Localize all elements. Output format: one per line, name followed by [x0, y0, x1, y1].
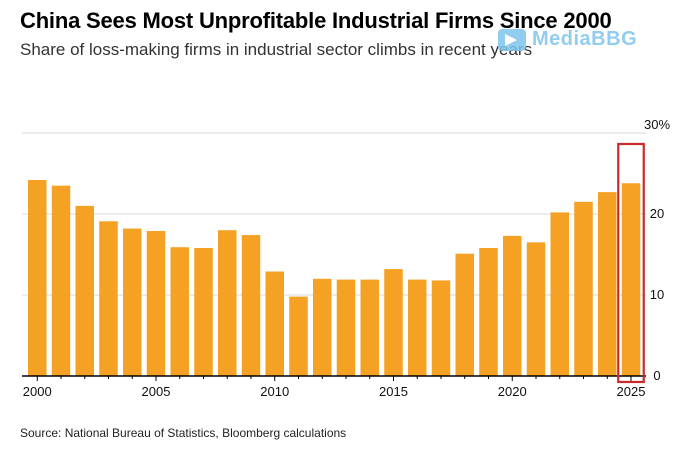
bars [28, 179, 641, 376]
bar-2024 [598, 192, 617, 376]
bar-2021 [526, 242, 546, 376]
telegram-icon [498, 28, 526, 51]
bar-2011 [289, 296, 308, 376]
y-tick-label: 0 [653, 368, 660, 383]
bar-2018 [455, 253, 474, 376]
x-tick-label: 2020 [498, 384, 527, 399]
watermark-text: MediaBBG [532, 28, 638, 50]
bar-2005 [146, 231, 166, 376]
bar-2025 [621, 183, 641, 376]
bar-2004 [123, 228, 142, 376]
bar-2020 [503, 235, 522, 376]
bar-2014 [360, 279, 379, 376]
bar-2006 [170, 247, 189, 376]
bar-2008 [218, 230, 237, 376]
x-tick-label: 2010 [260, 384, 289, 399]
x-tick-label: 2000 [23, 384, 52, 399]
bar-2013 [336, 279, 356, 376]
x-tick-label: 2025 [617, 384, 646, 399]
watermark: MediaBBG [498, 28, 637, 51]
bar-2015 [384, 269, 403, 376]
bar-2010 [265, 271, 284, 376]
highlight-group [617, 142, 645, 384]
y-tick-label: 10 [650, 287, 664, 302]
bar-2002 [75, 205, 94, 376]
bar-2001 [51, 185, 71, 376]
bar-2012 [313, 278, 332, 376]
bar-2019 [479, 248, 498, 376]
bar-2009 [241, 235, 261, 376]
x-tick-label: 2005 [142, 384, 171, 399]
bar-2023 [574, 201, 593, 376]
bar-2007 [194, 248, 213, 376]
bar-2022 [550, 212, 569, 376]
highlight-box [617, 142, 645, 384]
bar-2017 [431, 280, 451, 376]
y-tick-label: 20 [650, 206, 664, 221]
source-note: Source: National Bureau of Statistics, B… [20, 426, 347, 440]
y-tick-label: 30% [644, 117, 670, 132]
bar-2003 [99, 221, 118, 376]
bar-2016 [408, 279, 427, 376]
bar-2000 [28, 179, 47, 376]
x-tick-label: 2015 [379, 384, 408, 399]
chart-subtitle: Share of loss-making firms in industrial… [20, 40, 533, 59]
y-axis: 0 10 20 30% [644, 117, 670, 383]
x-axis: 2000 2005 2010 2015 2020 2025 [22, 375, 646, 399]
